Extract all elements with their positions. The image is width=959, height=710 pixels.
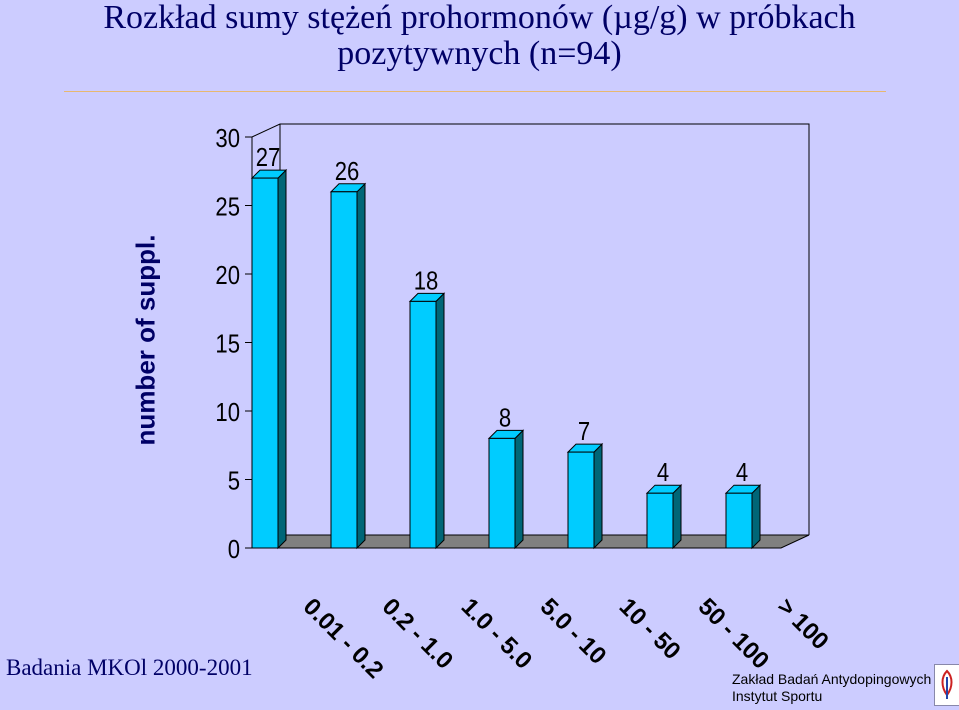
data-label: 7 — [578, 417, 590, 446]
bar — [725, 492, 753, 549]
data-label: 26 — [335, 157, 360, 186]
data-label: 4 — [657, 459, 669, 488]
footer-institution-line-1: Zakład Badań Antydopingowych — [732, 671, 932, 687]
chart-title-line-2: pozytywnych (n=94) — [337, 35, 622, 72]
x-tick-label: 0.01 - 0.2 — [298, 593, 389, 684]
footer-institution: Zakład Badań Antydopingowych Instytut Sp… — [732, 671, 931, 705]
bar-side — [672, 483, 682, 550]
bar — [567, 451, 595, 549]
y-tick-label: 10 — [215, 398, 240, 427]
institute-logo-icon — [934, 664, 959, 706]
data-label: 4 — [736, 459, 748, 488]
bar-side — [435, 292, 445, 550]
x-tick-label: 50 - 100 — [693, 593, 774, 674]
x-tick-label: 0.2 - 1.0 — [377, 593, 458, 674]
x-tick-label: 1.0 - 5.0 — [456, 593, 537, 674]
title-divider — [64, 91, 886, 92]
bar — [409, 300, 437, 549]
bar-side — [356, 182, 366, 550]
footer-institution-line-2: Instytut Sportu — [732, 688, 823, 704]
footer-source: Badania MKOl 2000-2001 — [6, 655, 253, 680]
y-tick-label: 15 — [215, 330, 240, 359]
bar-side — [751, 483, 761, 550]
data-label: 27 — [256, 143, 281, 172]
bar-side — [514, 429, 524, 550]
bar-side — [593, 442, 603, 550]
data-label: 8 — [499, 404, 511, 433]
plot-back-wall — [251, 123, 810, 535]
bar — [330, 191, 358, 549]
bar — [488, 437, 516, 549]
chart-title-line-1: Rozkład sumy stężeń prohormonów (µg/g) w… — [103, 0, 856, 36]
y-tick-label: 5 — [228, 467, 240, 496]
x-tick-label: 10 - 50 — [614, 593, 686, 665]
data-label: 18 — [414, 267, 439, 296]
x-tick-label: > 100 — [772, 593, 834, 655]
x-tick-label: 5.0 - 10 — [535, 593, 612, 670]
y-tick-label: 0 — [228, 535, 240, 564]
y-tick-label: 20 — [215, 261, 240, 290]
bar — [646, 492, 674, 549]
y-tick-label: 30 — [215, 124, 240, 153]
bar — [251, 177, 279, 549]
chart-title: Rozkład sumy stężeń prohormonów (µg/g) w… — [0, 0, 959, 72]
bar-side — [277, 168, 287, 550]
y-tick-label: 25 — [215, 193, 240, 222]
